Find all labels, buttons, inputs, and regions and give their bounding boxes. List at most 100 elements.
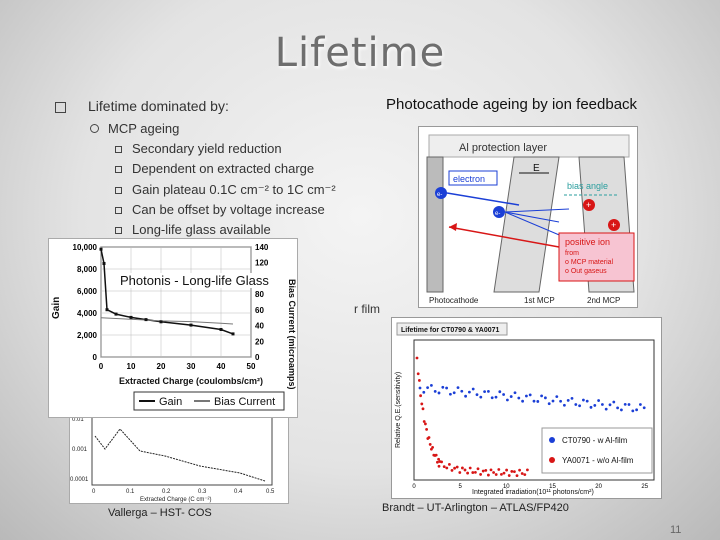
photonis-ytick: 0	[93, 353, 98, 362]
blue-data-point	[445, 386, 448, 390]
red-data-point	[424, 422, 427, 426]
blue-data-point	[437, 391, 441, 395]
main-bullet: Lifetime dominated by:	[55, 98, 229, 114]
red-data-point	[518, 468, 521, 472]
electron-label: electron	[453, 174, 485, 184]
blue-data-point	[566, 398, 570, 402]
red-data-point	[437, 464, 441, 468]
hst-ytick: 0.0001	[70, 477, 89, 483]
red-data-point	[436, 460, 439, 464]
red-data-point	[471, 471, 475, 474]
blue-data-point	[525, 394, 528, 398]
photonis-y2tick: 60	[255, 306, 264, 315]
gain-point	[99, 247, 103, 251]
lifetime-xtick: 10	[503, 484, 510, 490]
al-layer-label: Al protection layer	[459, 142, 547, 154]
legend-gain-label: Gain	[159, 396, 182, 408]
e-minus-label: e-	[437, 192, 442, 198]
photonis-chart: Gain Bias Current (microamps) Extracted …	[48, 238, 298, 418]
positive-ion-label: positive ion	[565, 237, 610, 247]
photonis-y2tick: 40	[255, 322, 264, 331]
blue-data-point	[498, 390, 502, 394]
blue-data-point	[623, 402, 627, 406]
gain-line	[100, 249, 234, 335]
electron-dot-icon	[435, 187, 447, 199]
legend-red-marker-icon	[549, 457, 555, 463]
caption-right: Brandt – UT-Arlington – ATLAS/FP420	[382, 502, 569, 514]
red-data-point	[445, 466, 449, 470]
legend-bias-label: Bias Current	[214, 396, 275, 408]
mcp1-plate	[493, 156, 560, 293]
lifetime-xtick: 5	[458, 484, 462, 490]
blue-data-point	[631, 409, 635, 413]
blue-data-point	[449, 392, 452, 396]
photonis-y2label: Bias Current (microamps)	[287, 279, 297, 390]
blue-data-point	[528, 393, 532, 397]
photonis-ytick: 10,000	[73, 243, 98, 252]
slide-title: Lifetime	[274, 30, 446, 76]
blue-data-point	[612, 400, 616, 404]
blue-data-point	[433, 389, 437, 393]
blue-data-point	[422, 390, 426, 394]
photonis-y2tick: 80	[255, 290, 264, 299]
ion-source-text: o MCP material	[565, 259, 614, 266]
blue-data-point	[487, 389, 490, 393]
blue-data-point	[639, 403, 642, 406]
red-data-point	[526, 468, 529, 472]
red-data-point	[489, 468, 493, 472]
blue-data-point	[536, 400, 540, 403]
photonis-ytick: 2,000	[77, 331, 98, 340]
red-data-point	[494, 473, 498, 476]
red-data-point	[474, 470, 477, 474]
hst-gain-line	[94, 428, 266, 482]
red-data-point	[463, 468, 467, 472]
blue-data-point	[578, 404, 581, 408]
e-field-label: E	[533, 163, 540, 174]
blue-data-point	[506, 398, 509, 402]
red-data-point	[500, 472, 503, 476]
red-data-point	[476, 467, 480, 471]
red-data-point	[468, 466, 472, 470]
lifetime-qe-chart: Lifetime for CT0790 & YA0071 Relative Q.…	[391, 317, 662, 499]
hst-xtick: 0.1	[126, 489, 135, 495]
red-data-point	[492, 471, 495, 474]
red-data-point	[431, 445, 434, 449]
photonis-xtick: 30	[187, 362, 196, 371]
hst-xlabel: Extracted Charge (C cm⁻²)	[140, 497, 212, 503]
lifetime-title: Lifetime for CT0790 & YA0071	[401, 327, 500, 334]
blue-data-point	[509, 395, 513, 398]
caption-left: Vallerga – HST- COS	[108, 507, 212, 519]
plus-label: +	[611, 220, 616, 230]
photonis-ytick: 8,000	[77, 265, 98, 274]
blue-data-point	[642, 406, 646, 410]
blue-data-point	[452, 391, 456, 395]
red-data-point	[442, 465, 446, 469]
photonis-ytick: 4,000	[77, 309, 98, 318]
photonis-y2tick: 20	[255, 337, 264, 346]
blue-data-point	[494, 395, 498, 399]
red-data-point	[455, 465, 459, 469]
red-data-point	[420, 402, 424, 406]
small-square-bullet-icon	[115, 207, 122, 215]
small-square-bullet-icon	[115, 166, 122, 174]
subsub-text: Gain plateau 0.1C cm⁻² to 1C cm⁻²	[132, 182, 336, 197]
small-square-bullet-icon	[115, 227, 122, 235]
legend-blue-label: CT0790 - w Al-film	[562, 436, 628, 445]
red-data-point	[484, 468, 488, 472]
blue-data-point	[616, 406, 619, 410]
red-data-point	[418, 379, 421, 382]
hst-xtick: 0.5	[266, 489, 275, 495]
hst-ytick: 0.01	[72, 417, 84, 423]
subsub-text: Long-life glass available	[132, 222, 271, 237]
blue-data-point	[604, 407, 608, 411]
blue-data-point	[475, 393, 479, 397]
red-data-point	[437, 457, 440, 461]
legend-red-label: YA0071 - w/o Al-film	[562, 456, 634, 465]
subsub-bullet: Dependent on extracted charge	[115, 161, 314, 176]
photonis-xtick: 50	[247, 362, 256, 371]
red-data-point	[502, 471, 506, 475]
blue-data-point	[441, 385, 445, 389]
blue-data-point	[635, 408, 638, 412]
red-data-point	[497, 468, 501, 471]
red-data-point	[422, 420, 426, 423]
